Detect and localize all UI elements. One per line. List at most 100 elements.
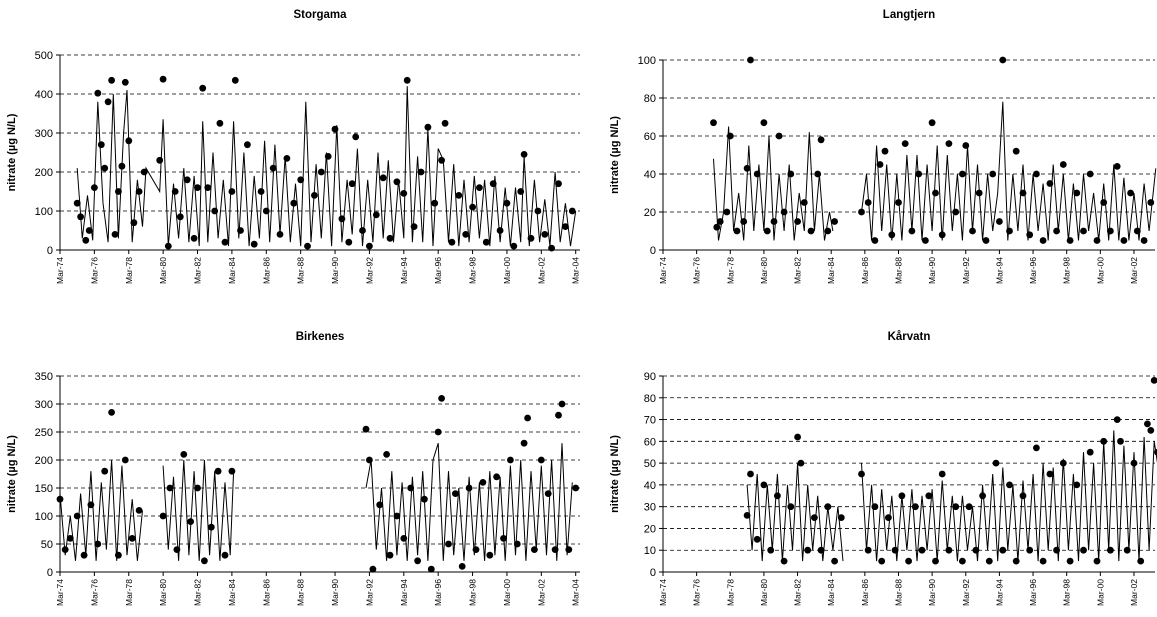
data-point bbox=[723, 208, 731, 216]
x-tick-label: Mar-88 bbox=[893, 579, 903, 606]
data-point bbox=[989, 170, 997, 178]
y-tick-label: 20 bbox=[644, 523, 656, 535]
data-point bbox=[733, 227, 741, 235]
data-point bbox=[1039, 557, 1047, 565]
x-tick-label: Mar-74 bbox=[55, 257, 65, 284]
y-tick-label: 500 bbox=[35, 50, 53, 62]
data-point bbox=[767, 546, 775, 554]
data-point bbox=[486, 551, 494, 559]
data-point bbox=[221, 238, 229, 246]
data-point bbox=[794, 218, 801, 225]
data-point bbox=[448, 238, 456, 246]
x-tick-label: Mar-74 bbox=[658, 257, 668, 284]
data-point bbox=[73, 199, 81, 207]
data-point bbox=[180, 451, 188, 458]
data-point bbox=[555, 180, 562, 188]
data-point bbox=[1006, 481, 1013, 489]
x-tick-label: Mar-02 bbox=[1129, 257, 1139, 284]
data-point bbox=[817, 546, 825, 554]
y-tick-label: 0 bbox=[47, 245, 53, 257]
x-tick-label: Mar-96 bbox=[1028, 257, 1038, 284]
x-tick-label: Mar-92 bbox=[961, 579, 971, 606]
data-point bbox=[228, 467, 236, 475]
x-tick-label: Mar-76 bbox=[89, 257, 99, 284]
x-tick-label: Mar-92 bbox=[364, 579, 374, 606]
y-tick-label: 250 bbox=[35, 427, 53, 439]
data-point bbox=[945, 140, 953, 148]
data-point bbox=[386, 234, 394, 242]
data-point bbox=[156, 156, 164, 164]
y-tick-label: 60 bbox=[644, 436, 656, 448]
data-point bbox=[871, 237, 879, 244]
data-point bbox=[183, 176, 191, 184]
data-point bbox=[1012, 147, 1020, 155]
data-point bbox=[922, 237, 929, 244]
x-tick-label: Mar-00 bbox=[502, 257, 512, 284]
x-tick-label: Mar-82 bbox=[193, 579, 203, 606]
data-point bbox=[797, 459, 805, 467]
data-point bbox=[747, 56, 754, 64]
x-tick-label: Mar-78 bbox=[124, 579, 134, 606]
data-point bbox=[1150, 377, 1157, 384]
data-point bbox=[753, 170, 761, 178]
data-point bbox=[915, 170, 923, 178]
data-point bbox=[985, 557, 993, 565]
data-point bbox=[1039, 237, 1047, 244]
data-point bbox=[1073, 189, 1081, 197]
data-point bbox=[80, 551, 88, 559]
x-tick-label: Mar-86 bbox=[860, 579, 870, 606]
data-point bbox=[407, 484, 415, 492]
data-point bbox=[972, 546, 980, 554]
data-point bbox=[1080, 227, 1087, 235]
data-point bbox=[128, 535, 136, 542]
y-tick-label: 10 bbox=[644, 545, 656, 557]
x-tick-label: Mar-90 bbox=[330, 257, 340, 284]
y-tick-label: 300 bbox=[35, 128, 53, 140]
x-tick-label: Mar-78 bbox=[725, 257, 735, 284]
data-point bbox=[959, 170, 966, 178]
data-point bbox=[1133, 227, 1141, 235]
data-point bbox=[97, 141, 105, 149]
data-point bbox=[1147, 199, 1155, 206]
x-tick-label: Mar-98 bbox=[1062, 579, 1072, 606]
data-point bbox=[121, 78, 129, 86]
y-tick-label: 150 bbox=[35, 483, 53, 495]
y-tick-label: 0 bbox=[47, 567, 53, 579]
x-tick-label: Mar-82 bbox=[193, 257, 203, 284]
data-point bbox=[427, 565, 435, 573]
x-tick-label: Mar-92 bbox=[364, 257, 374, 284]
x-tick-label: Mar-96 bbox=[433, 257, 443, 284]
x-tick-label: Mar-88 bbox=[893, 257, 903, 284]
series-line bbox=[76, 86, 577, 247]
data-point bbox=[979, 492, 986, 500]
chart-title: Langtjern bbox=[883, 9, 935, 21]
data-point bbox=[996, 218, 1003, 225]
data-point bbox=[400, 190, 408, 197]
data-point bbox=[747, 470, 754, 478]
data-point bbox=[1019, 492, 1027, 500]
y-tick-label: 0 bbox=[650, 567, 656, 579]
data-point bbox=[770, 218, 778, 225]
data-point bbox=[881, 147, 889, 155]
data-point bbox=[403, 76, 411, 84]
x-tick-label: Mar-98 bbox=[468, 579, 478, 606]
data-point bbox=[366, 456, 373, 464]
data-point bbox=[166, 484, 174, 492]
data-point bbox=[1033, 170, 1040, 178]
data-point bbox=[507, 456, 514, 464]
y-tick-label: 70 bbox=[644, 415, 656, 427]
data-point bbox=[458, 563, 466, 570]
y-tick-label: 80 bbox=[644, 393, 656, 405]
data-point bbox=[760, 119, 768, 127]
chart-panel-4: Kårvatn nitrate (µg N/L) 0 10 20 30 40 50 60 70 80… bbox=[609, 331, 1157, 606]
x-tick-label: Mar-74 bbox=[658, 579, 668, 606]
data-point bbox=[800, 199, 808, 206]
chart-title: Birkenes bbox=[296, 331, 345, 343]
y-axis-label: nitrate (µg N/L) bbox=[6, 113, 18, 191]
data-point bbox=[244, 141, 251, 149]
data-point bbox=[108, 409, 115, 416]
data-point bbox=[199, 84, 207, 92]
y-tick-label: 80 bbox=[644, 93, 656, 105]
data-point bbox=[1140, 237, 1148, 244]
